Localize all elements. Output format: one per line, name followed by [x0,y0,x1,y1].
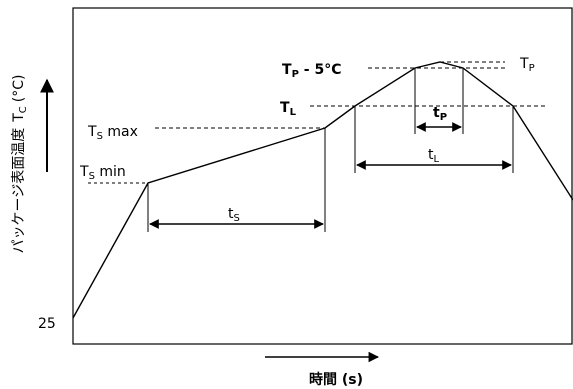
tp-minus-5-label: TP - 5°C [282,62,341,80]
svg-text:パッケージ表面温度TC(°C): パッケージ表面温度 TC (°C) [11,75,29,254]
tp-label: TP [519,56,535,74]
tl-interval-label: tL [428,147,440,165]
ts-min-label: TS min [79,164,126,182]
ts-max-label: TS max [87,124,138,142]
tp-interval-label: tP [433,105,447,123]
y-axis-symbol: T [11,113,27,123]
plot-frame [72,7,573,345]
tl-label: TL [280,100,297,118]
y-axis-symbol-sub: C [18,106,29,113]
y-axis-label-group: パッケージ表面温度 TC (°C) [11,75,29,254]
ts-interval-label: tS [228,206,240,224]
y-axis-label: パッケージ表面温度 [11,128,27,254]
y-origin-value: 25 [38,316,56,332]
x-axis-label: 時間 (s) [309,371,363,388]
y-axis-unit: (°C) [11,75,27,103]
